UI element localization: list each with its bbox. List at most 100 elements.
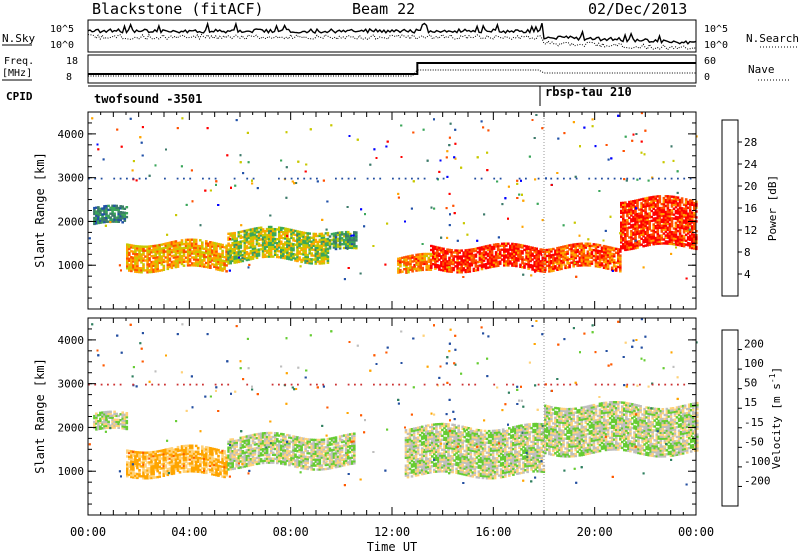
heatmap-cell xyxy=(436,256,439,259)
heatmap-cell xyxy=(680,207,684,210)
heatmap-cell xyxy=(207,254,210,257)
heatmap-cell xyxy=(693,239,696,242)
heatmap-cell xyxy=(640,221,643,225)
heatmap-cell xyxy=(259,432,263,435)
heatmap-cell xyxy=(199,468,202,472)
heatmap-cell xyxy=(205,465,208,469)
heatmap-cell xyxy=(128,269,131,272)
heatmap-cell xyxy=(269,241,273,244)
heatmap-cell xyxy=(251,447,255,451)
heatmap-cell xyxy=(160,257,164,260)
heatmap-cell xyxy=(255,456,259,460)
heatmap-cell xyxy=(209,243,212,246)
heatmap-cell xyxy=(239,444,243,447)
heatmap-cell xyxy=(640,231,643,235)
heatmap-cell xyxy=(237,452,241,456)
heatmap-cell xyxy=(440,261,443,264)
heatmap-cell xyxy=(672,197,676,201)
heatmap-cell xyxy=(142,269,145,272)
heatmap-cell xyxy=(434,251,437,255)
heatmap-cell xyxy=(119,214,122,218)
heatmap-cell xyxy=(150,268,153,272)
heatmap-cell xyxy=(267,243,271,246)
heatmap-cell xyxy=(205,240,208,243)
heatmap-cell xyxy=(484,251,488,254)
heatmap-cell xyxy=(249,450,253,453)
heatmap-cell xyxy=(251,243,255,247)
heatmap-cell xyxy=(273,453,277,457)
heatmap-cell xyxy=(332,236,336,239)
heatmap-cell xyxy=(184,446,188,450)
heatmap-cell xyxy=(684,217,688,221)
heatmap-cell xyxy=(602,244,606,248)
scatter-cell xyxy=(522,273,525,276)
heatmap-cell xyxy=(296,244,299,247)
heatmap-cell xyxy=(269,227,273,231)
heatmap-cell xyxy=(652,223,655,226)
heatmap-cell xyxy=(556,254,559,258)
heatmap-cell xyxy=(213,249,216,253)
heatmap-cell xyxy=(251,233,255,237)
heatmap-cell xyxy=(316,250,320,253)
heatmap-cell xyxy=(476,251,480,254)
heatmap-cell xyxy=(658,220,662,224)
heatmap-cell xyxy=(166,248,170,251)
heatmap-cell xyxy=(306,232,309,235)
heatmap-cell xyxy=(111,416,114,419)
heatmap-cell xyxy=(334,247,338,251)
heatmap-cell xyxy=(590,244,594,248)
heatmap-cell xyxy=(132,454,135,457)
heatmap-cell xyxy=(405,263,408,266)
nave-label: Nave xyxy=(748,63,775,76)
heatmap-cell xyxy=(452,257,455,260)
scatter-cell xyxy=(446,175,449,178)
heatmap-cell xyxy=(693,245,696,248)
heatmap-cell xyxy=(257,448,261,451)
heatmap-cell xyxy=(550,256,553,259)
scatter-cell xyxy=(624,135,627,138)
heatmap-cell xyxy=(628,216,631,219)
heatmap-cell xyxy=(156,244,159,247)
heatmap-cell xyxy=(326,237,330,241)
heatmap-cell xyxy=(650,203,653,207)
heatmap-cell xyxy=(154,476,157,479)
heatmap-cell xyxy=(138,269,141,272)
heatmap-cell xyxy=(626,220,629,224)
heatmap-cell xyxy=(245,241,249,244)
heatmap-cell xyxy=(662,200,666,204)
heatmap-cell xyxy=(225,462,228,465)
heatmap-cell xyxy=(535,269,538,272)
heatmap-cell xyxy=(188,254,192,257)
heatmap-cell xyxy=(235,241,238,244)
heatmap-cell xyxy=(478,264,482,267)
heatmap-cell xyxy=(634,231,637,234)
scatter-cell xyxy=(640,151,643,154)
heatmap-cell xyxy=(269,447,273,450)
heatmap-cell xyxy=(203,471,206,474)
heatmap-cell xyxy=(560,249,563,253)
heatmap-cell xyxy=(560,248,563,251)
heatmap-cell xyxy=(624,207,627,210)
heatmap-cell xyxy=(678,220,682,223)
heatmap-cell xyxy=(664,230,668,233)
heatmap-cell xyxy=(123,207,127,210)
heatmap-cell xyxy=(604,257,608,260)
heatmap-cell xyxy=(666,199,670,202)
heatmap-cell xyxy=(174,462,178,465)
heatmap-cell xyxy=(243,465,247,468)
heatmap-cell xyxy=(662,202,666,206)
heatmap-cell xyxy=(682,229,686,232)
heatmap-cell xyxy=(574,256,577,260)
heatmap-cell xyxy=(136,249,139,252)
heatmap-cell xyxy=(686,230,690,233)
heatmap-cell xyxy=(229,452,232,455)
heatmap-cell xyxy=(109,412,112,415)
heatmap-cell xyxy=(636,242,639,245)
heatmap-cell xyxy=(413,267,416,271)
heatmap-cell xyxy=(654,217,658,220)
heatmap-cell xyxy=(186,452,190,455)
heatmap-cell xyxy=(484,245,488,248)
heatmap-cell xyxy=(490,255,494,259)
heatmap-cell xyxy=(166,257,170,261)
heatmap-cell xyxy=(101,421,104,424)
